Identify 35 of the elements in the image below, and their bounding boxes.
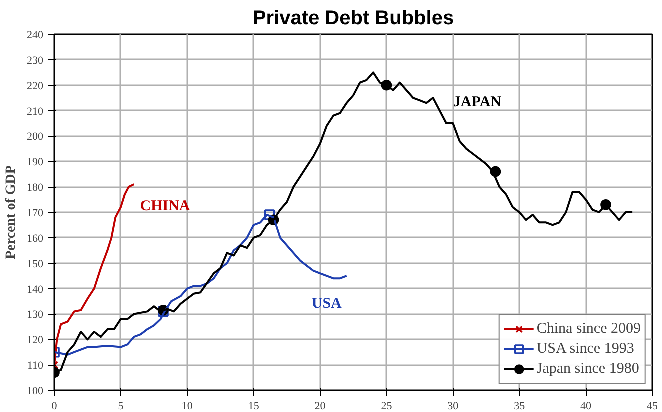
x-tick-label: 0 [52, 400, 58, 412]
point [264, 210, 276, 220]
line-series [54, 184, 136, 366]
y-tick-label: 200 [27, 131, 44, 144]
y-tick-label: 100 [27, 386, 44, 398]
x-tick-label: 30 [448, 400, 460, 412]
x-tick-label: 20 [314, 400, 326, 412]
y-tick-label: 140 [27, 284, 44, 296]
x-tick-label: 15 [248, 400, 260, 412]
y-axis-title: Percent of GDP [4, 165, 19, 260]
annotation: USA [312, 296, 342, 312]
y-tick-label: 220 [27, 80, 44, 92]
x-tick-label: 25 [381, 400, 393, 412]
y-tick-label: 170 [27, 208, 44, 220]
y-tick-label: 120 [27, 334, 44, 347]
chart-title: Private Debt Bubbles [252, 8, 454, 30]
y-tick-label: 180 [27, 182, 44, 194]
x-tick-label: 35 [514, 400, 526, 412]
y-tick-label: 150 [27, 258, 44, 270]
annotation: CHINA [140, 198, 190, 215]
y-tick-label: 190 [27, 156, 44, 169]
y-tick-label: 110 [27, 360, 44, 372]
x-tick-label: 5 [118, 400, 124, 412]
y-tick-label: 210 [27, 106, 44, 118]
x-tick-label: 45 [647, 400, 658, 412]
y-tick-label: 240 [27, 30, 44, 42]
y-tick-label: 230 [27, 54, 44, 67]
legend-label: USA since 1993 [536, 340, 634, 358]
annotation: JAPAN [453, 94, 502, 111]
y-tick-label: 160 [27, 232, 44, 245]
legend-label: Japan since 1980 [536, 360, 640, 378]
x-tick-label: 10 [182, 400, 194, 412]
x-tick-label: 40 [580, 400, 592, 412]
y-tick-label: 130 [27, 309, 44, 322]
legend-label: China since 2009 [536, 320, 641, 338]
